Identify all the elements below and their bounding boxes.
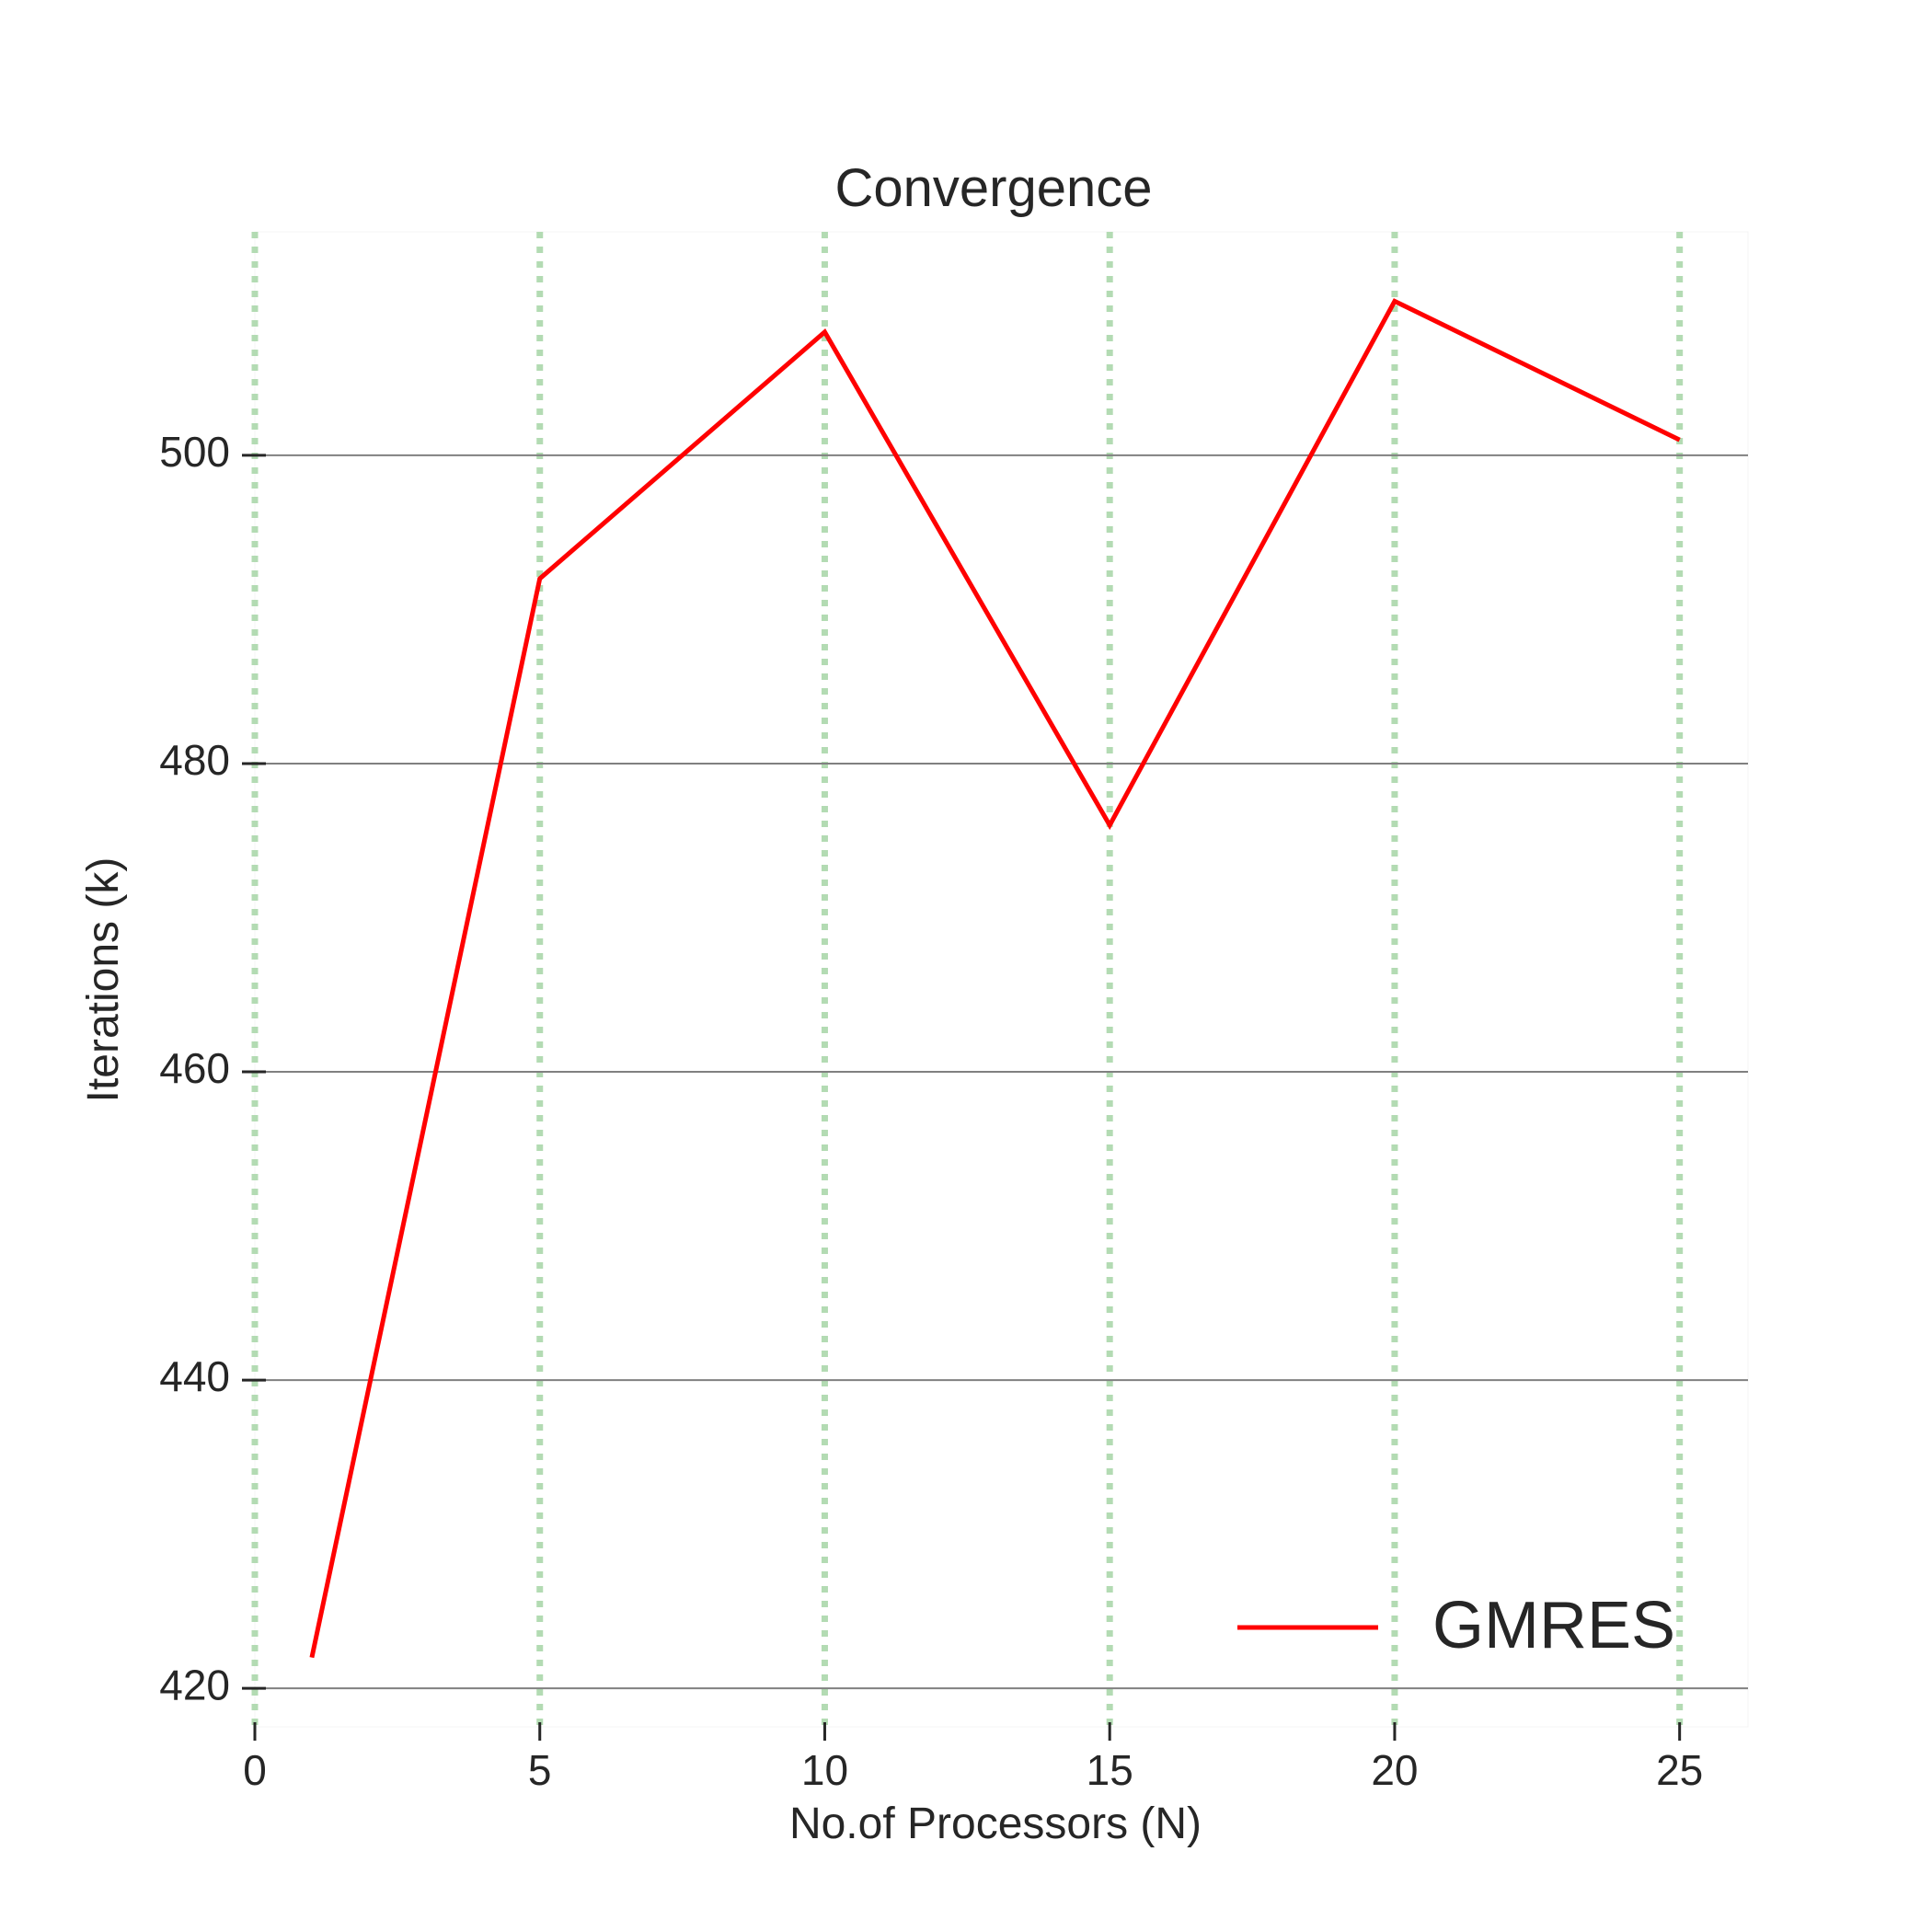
x-tick-label: 5: [528, 1746, 552, 1794]
y-ticks: 420 440 460 480 500: [159, 428, 266, 1708]
y-tick-label: 460: [159, 1044, 230, 1092]
x-axis-label: No.of Processors (N): [789, 1800, 1202, 1848]
x-tick-label: 0: [243, 1746, 267, 1794]
y-grid: [255, 454, 1748, 1690]
legend-label-gmres: GMRES: [1432, 1589, 1675, 1662]
chart-title: Convergence: [835, 158, 1153, 218]
x-tick-label: 20: [1371, 1746, 1418, 1794]
series-group: [309, 298, 1681, 1659]
y-tick-label: 480: [159, 736, 230, 784]
y-tick-label: 500: [159, 428, 230, 476]
x-ticks: 0 5 10 15 20 25: [243, 1722, 1703, 1794]
y-axis-label: Iterations (k): [79, 857, 128, 1103]
x-tick-label: 15: [1087, 1746, 1133, 1794]
legend: GMRES: [1237, 1589, 1675, 1662]
y-tick-label: 420: [159, 1661, 230, 1708]
plot-area: [254, 231, 1749, 1728]
x-tick-label: 25: [1656, 1746, 1703, 1794]
x-tick-label: 10: [801, 1746, 848, 1794]
y-tick-label: 440: [159, 1352, 230, 1400]
series-line-gmres: [309, 298, 1681, 1659]
